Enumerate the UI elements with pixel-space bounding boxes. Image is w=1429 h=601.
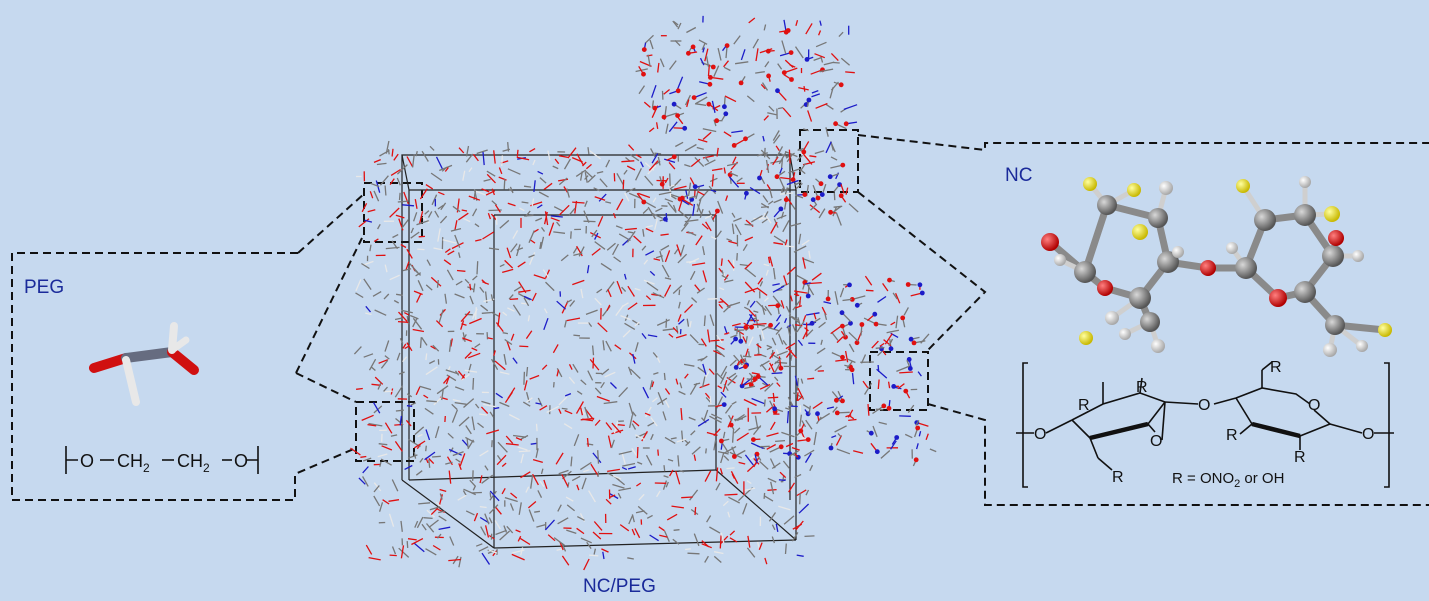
svg-text:O: O <box>1034 426 1046 443</box>
composite-label: NC/PEG <box>583 576 656 597</box>
peg-zoom-box-bottom <box>355 401 415 462</box>
svg-text:R: R <box>1112 469 1124 486</box>
nc-formula-labels: O O O O O R R R R R R <box>1034 359 1374 486</box>
peg-stick-model <box>89 322 199 406</box>
svg-text:R: R <box>1078 397 1090 414</box>
svg-text:R: R <box>1270 359 1282 376</box>
svg-text:R: R <box>1136 379 1148 396</box>
nc-zoom-box-top <box>799 129 859 193</box>
svg-text:R: R <box>1226 427 1238 444</box>
nc-ball-stick-model <box>1041 176 1392 357</box>
peg-zoom-box-top <box>363 182 423 243</box>
svg-text:O: O <box>1308 397 1320 414</box>
nc-label: NC <box>1005 165 1033 186</box>
svg-text:O: O <box>1150 433 1162 450</box>
peg-callout-line-top <box>297 192 366 254</box>
peg-formula-o-left: O <box>80 451 94 471</box>
nc-zoom-box-bottom <box>869 351 929 411</box>
svg-text:O: O <box>1362 426 1374 443</box>
nc-r-legend: R = ONO2 or OH <box>1172 470 1284 490</box>
peg-label: PEG <box>24 277 65 298</box>
peg-formula-ch2-a: CH2 <box>117 451 150 475</box>
peg-formula-brackets <box>65 446 259 474</box>
svg-text:O: O <box>1198 397 1210 414</box>
peg-callout-frame <box>11 252 357 501</box>
peg-formula-ch2-b: CH2 <box>177 451 210 475</box>
svg-text:R: R <box>1294 449 1306 466</box>
simulation-box <box>401 154 797 549</box>
peg-callout-line-mid <box>295 237 363 403</box>
peg-formula-o-right: O <box>234 451 248 471</box>
molecular-cloud <box>350 15 937 571</box>
nc-callout-frame <box>857 134 1429 506</box>
nc-structural-formula <box>1016 361 1394 488</box>
